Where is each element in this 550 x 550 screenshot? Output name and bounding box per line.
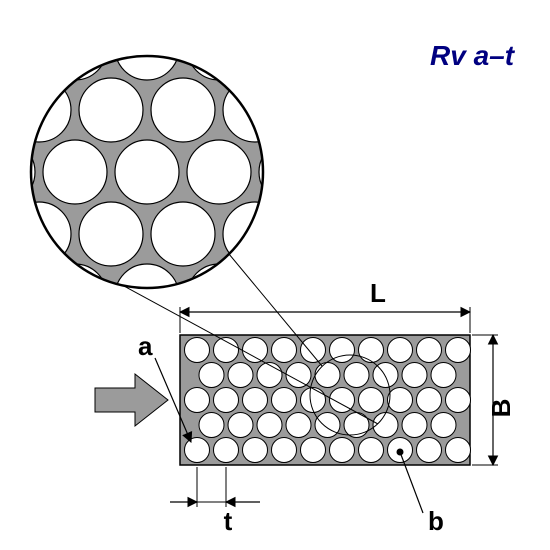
plate-hole <box>272 438 297 463</box>
plate-hole <box>228 363 253 388</box>
plate-hole <box>286 363 311 388</box>
plate-hole <box>446 438 471 463</box>
label-a: a <box>138 331 153 361</box>
plate-hole <box>272 388 297 413</box>
plate-hole <box>185 338 210 363</box>
plate-hole <box>185 438 210 463</box>
plate-hole <box>199 363 224 388</box>
technical-diagram: L Bt a b Rv a–t <box>0 0 550 550</box>
dim-L-label: L <box>370 278 386 308</box>
plate-hole <box>301 388 326 413</box>
plate-hole <box>199 413 224 438</box>
plate-hole <box>388 338 413 363</box>
plate-hole <box>257 363 282 388</box>
plate-hole <box>446 388 471 413</box>
plate-hole <box>402 363 427 388</box>
plate-hole <box>359 338 384 363</box>
plate-hole <box>214 388 239 413</box>
plate-hole <box>243 338 268 363</box>
plate-hole <box>257 413 282 438</box>
plate-hole <box>417 388 442 413</box>
plate-hole <box>185 388 210 413</box>
plate-hole <box>214 438 239 463</box>
plate-hole <box>373 363 398 388</box>
plate-hole <box>315 363 340 388</box>
plate-hole <box>417 338 442 363</box>
label-b-dot <box>397 449 404 456</box>
plate-hole <box>301 438 326 463</box>
dim-t-label: t <box>224 506 233 536</box>
plate-hole <box>243 388 268 413</box>
plate-hole <box>243 438 268 463</box>
plate-hole <box>431 413 456 438</box>
perforated-plate <box>180 335 471 465</box>
plate-hole <box>286 413 311 438</box>
plate-hole <box>359 388 384 413</box>
plate-hole <box>344 363 369 388</box>
plate-hole <box>417 438 442 463</box>
label-b: b <box>428 506 444 536</box>
plate-hole <box>344 413 369 438</box>
plate-hole <box>315 413 340 438</box>
plate-hole <box>301 338 326 363</box>
plate-hole <box>228 413 253 438</box>
plate-hole <box>402 413 427 438</box>
plate-hole <box>272 338 297 363</box>
plate-hole <box>359 438 384 463</box>
dim-B-label: B <box>486 399 516 418</box>
plate-hole <box>330 438 355 463</box>
diagram-title: Rv a–t <box>430 40 516 71</box>
plate-hole <box>446 338 471 363</box>
plate-hole <box>388 388 413 413</box>
plate-hole <box>431 363 456 388</box>
